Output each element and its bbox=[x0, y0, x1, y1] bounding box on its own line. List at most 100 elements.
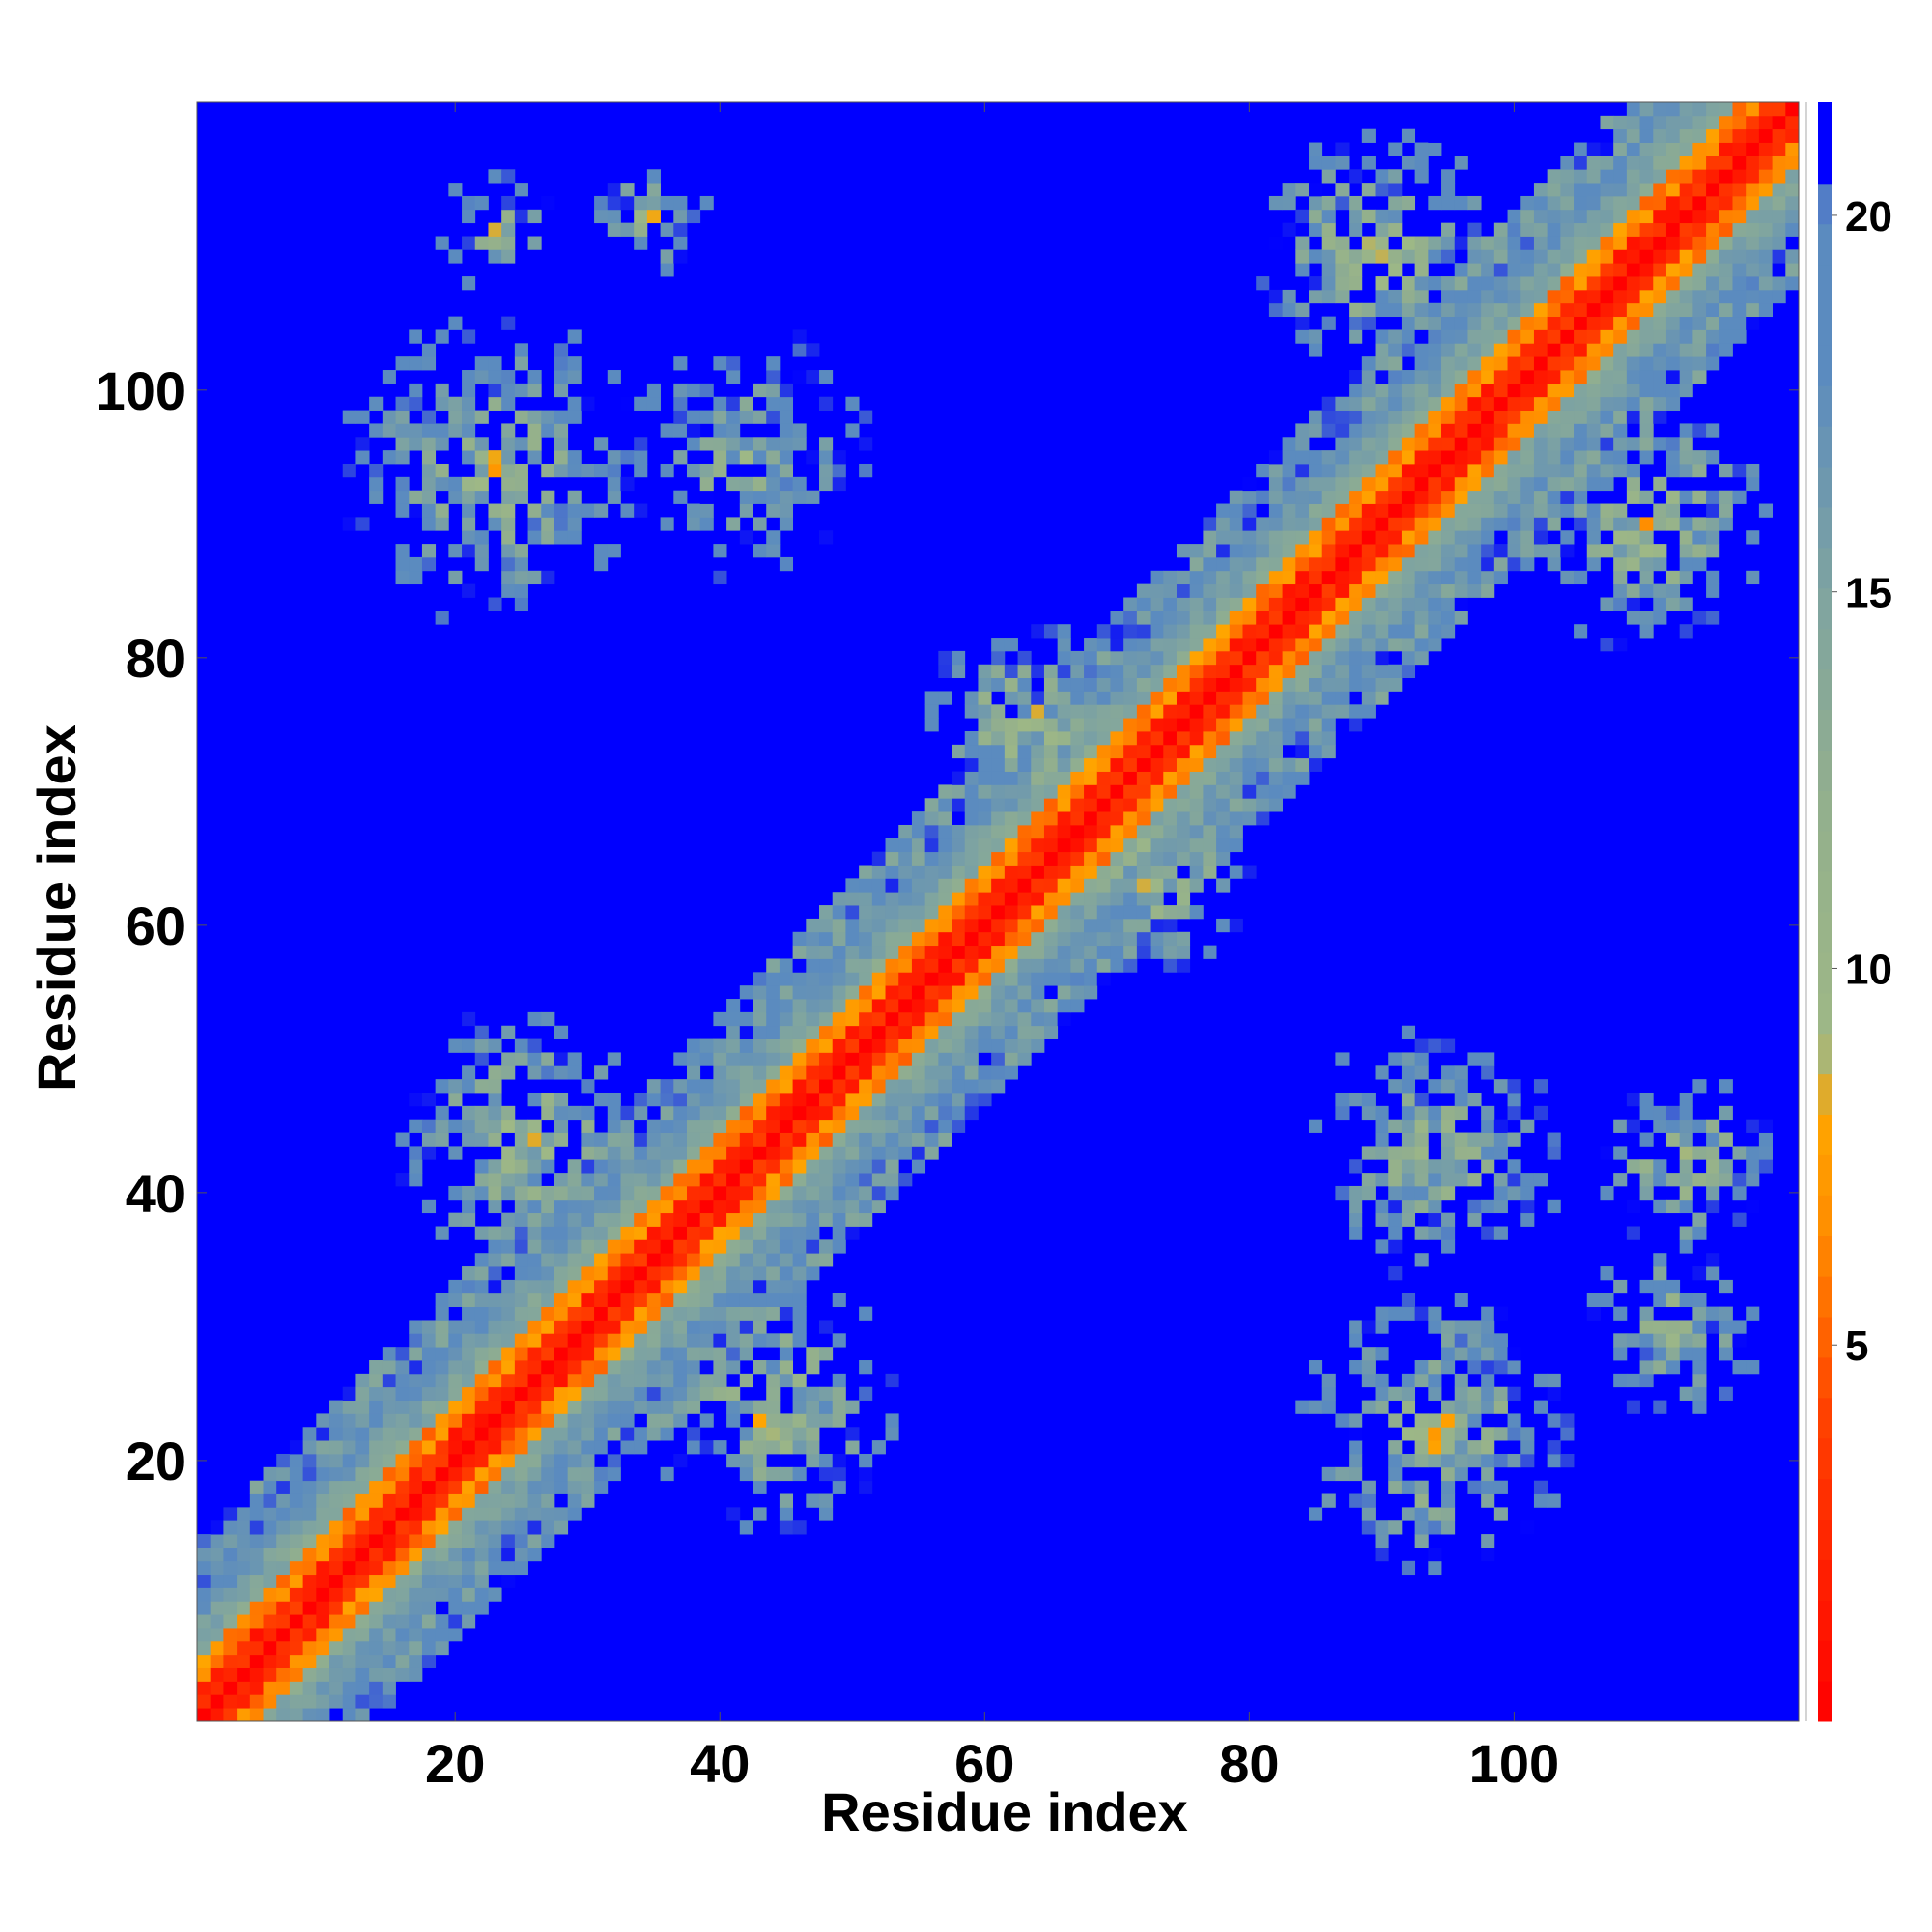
heatmap-cell bbox=[369, 490, 384, 504]
heatmap-cell bbox=[1216, 771, 1231, 785]
heatmap-cell bbox=[448, 1386, 463, 1401]
heatmap-cell bbox=[1560, 222, 1575, 237]
heatmap-cell bbox=[435, 463, 449, 478]
heatmap-cell bbox=[1665, 263, 1681, 277]
heatmap-cell bbox=[739, 1146, 753, 1160]
heatmap-cell bbox=[1070, 771, 1085, 785]
heatmap-cell bbox=[779, 517, 794, 531]
heatmap-cell bbox=[1600, 356, 1614, 371]
heatmap-cell bbox=[991, 771, 1006, 785]
heatmap-cell bbox=[952, 784, 966, 799]
heatmap-cell bbox=[1361, 1520, 1376, 1535]
heatmap-cell bbox=[1229, 544, 1243, 558]
heatmap-cell bbox=[1401, 664, 1416, 678]
heatmap-cell bbox=[1295, 530, 1310, 545]
heatmap-cell bbox=[739, 1266, 753, 1281]
heatmap-cell bbox=[686, 1266, 701, 1281]
heatmap-cell bbox=[1481, 517, 1495, 531]
heatmap-cell bbox=[1388, 1306, 1403, 1321]
heatmap-cell bbox=[753, 410, 767, 424]
heatmap-cell bbox=[1321, 276, 1336, 291]
heatmap-cell bbox=[898, 1079, 913, 1094]
heatmap-cell bbox=[673, 1386, 688, 1401]
heatmap-cell bbox=[1467, 1146, 1482, 1160]
heatmap-cell bbox=[1256, 691, 1270, 705]
heatmap-cell bbox=[1150, 784, 1164, 799]
heatmap-cell bbox=[779, 1360, 794, 1375]
heatmap-cell bbox=[1242, 503, 1257, 518]
heatmap-cell bbox=[1653, 263, 1667, 277]
heatmap-cell bbox=[1639, 437, 1654, 451]
heatmap-cell bbox=[488, 383, 502, 398]
heatmap-cell bbox=[369, 1413, 384, 1428]
heatmap-cell bbox=[514, 1560, 528, 1576]
heatmap-cell bbox=[1414, 249, 1429, 264]
heatmap-cell bbox=[409, 1320, 423, 1334]
heatmap-cell bbox=[1692, 1373, 1707, 1388]
heatmap-cell bbox=[1507, 370, 1521, 384]
heatmap-cell bbox=[938, 985, 952, 1000]
heatmap-cell bbox=[673, 222, 688, 237]
heatmap-cell bbox=[1441, 1440, 1456, 1455]
heatmap-cell bbox=[660, 1466, 674, 1482]
heatmap-cell bbox=[501, 1226, 516, 1240]
heatmap-cell bbox=[581, 1239, 595, 1254]
heatmap-cell bbox=[634, 1199, 648, 1214]
heatmap-cell bbox=[1096, 972, 1111, 986]
heatmap-cell bbox=[753, 1253, 767, 1267]
heatmap-cell bbox=[1428, 1453, 1442, 1468]
heatmap-cell bbox=[673, 1360, 688, 1375]
heatmap-cell bbox=[1574, 423, 1588, 438]
heatmap-cell bbox=[1692, 236, 1707, 250]
heatmap-cell bbox=[1467, 249, 1482, 264]
heatmap-cell bbox=[1441, 1466, 1456, 1482]
heatmap-cell bbox=[792, 1065, 807, 1080]
heatmap-cell bbox=[1043, 798, 1059, 812]
heatmap-cell bbox=[1004, 851, 1018, 866]
heatmap-cell bbox=[527, 1239, 542, 1254]
heatmap-cell bbox=[421, 1507, 437, 1521]
heatmap-cell bbox=[501, 1320, 516, 1334]
heatmap-cell bbox=[1454, 611, 1468, 625]
heatmap-cell bbox=[1507, 517, 1521, 531]
heatmap-cell bbox=[978, 892, 992, 906]
heatmap-cell bbox=[911, 851, 926, 866]
heatmap-cell bbox=[673, 1266, 688, 1281]
heatmap-cell bbox=[1732, 1185, 1747, 1201]
heatmap-cell bbox=[753, 544, 767, 558]
heatmap-cell bbox=[409, 1534, 423, 1548]
heatmap-cell bbox=[792, 931, 807, 947]
heatmap-cell bbox=[369, 1667, 384, 1682]
heatmap-cell bbox=[792, 1400, 807, 1414]
heatmap-cell bbox=[1520, 1440, 1535, 1455]
heatmap-cell bbox=[501, 517, 516, 531]
heatmap-cell bbox=[713, 1199, 727, 1214]
heatmap-cell bbox=[766, 1333, 781, 1348]
heatmap-cell bbox=[779, 1279, 794, 1294]
heatmap-cell bbox=[1321, 583, 1336, 598]
heatmap-cell bbox=[409, 1440, 423, 1455]
heatmap-cell bbox=[1004, 798, 1018, 812]
heatmap-cell bbox=[726, 999, 741, 1013]
heatmap-cell bbox=[766, 1159, 781, 1174]
heatmap-cell bbox=[1586, 1306, 1601, 1321]
heatmap-cell bbox=[1428, 1440, 1442, 1455]
heatmap-cell bbox=[342, 1466, 356, 1482]
heatmap-cell bbox=[1375, 597, 1389, 611]
heatmap-cell bbox=[859, 905, 873, 920]
heatmap-cell bbox=[1679, 1199, 1693, 1214]
heatmap-cell bbox=[462, 544, 476, 558]
heatmap-cell bbox=[1600, 503, 1614, 518]
heatmap-cell bbox=[634, 1092, 648, 1107]
heatmap-cell bbox=[581, 1466, 595, 1482]
heatmap-cell bbox=[1414, 650, 1429, 666]
heatmap-cell bbox=[474, 1360, 489, 1375]
heatmap-cell bbox=[1043, 958, 1059, 973]
heatmap-cell bbox=[1481, 1132, 1495, 1147]
heatmap-cell bbox=[1467, 570, 1482, 585]
heatmap-cell bbox=[1626, 1400, 1640, 1414]
heatmap-cell bbox=[594, 1239, 609, 1254]
heatmap-cell bbox=[1481, 329, 1495, 344]
heatmap-cell bbox=[1719, 490, 1733, 504]
heatmap-cell bbox=[541, 1199, 555, 1214]
